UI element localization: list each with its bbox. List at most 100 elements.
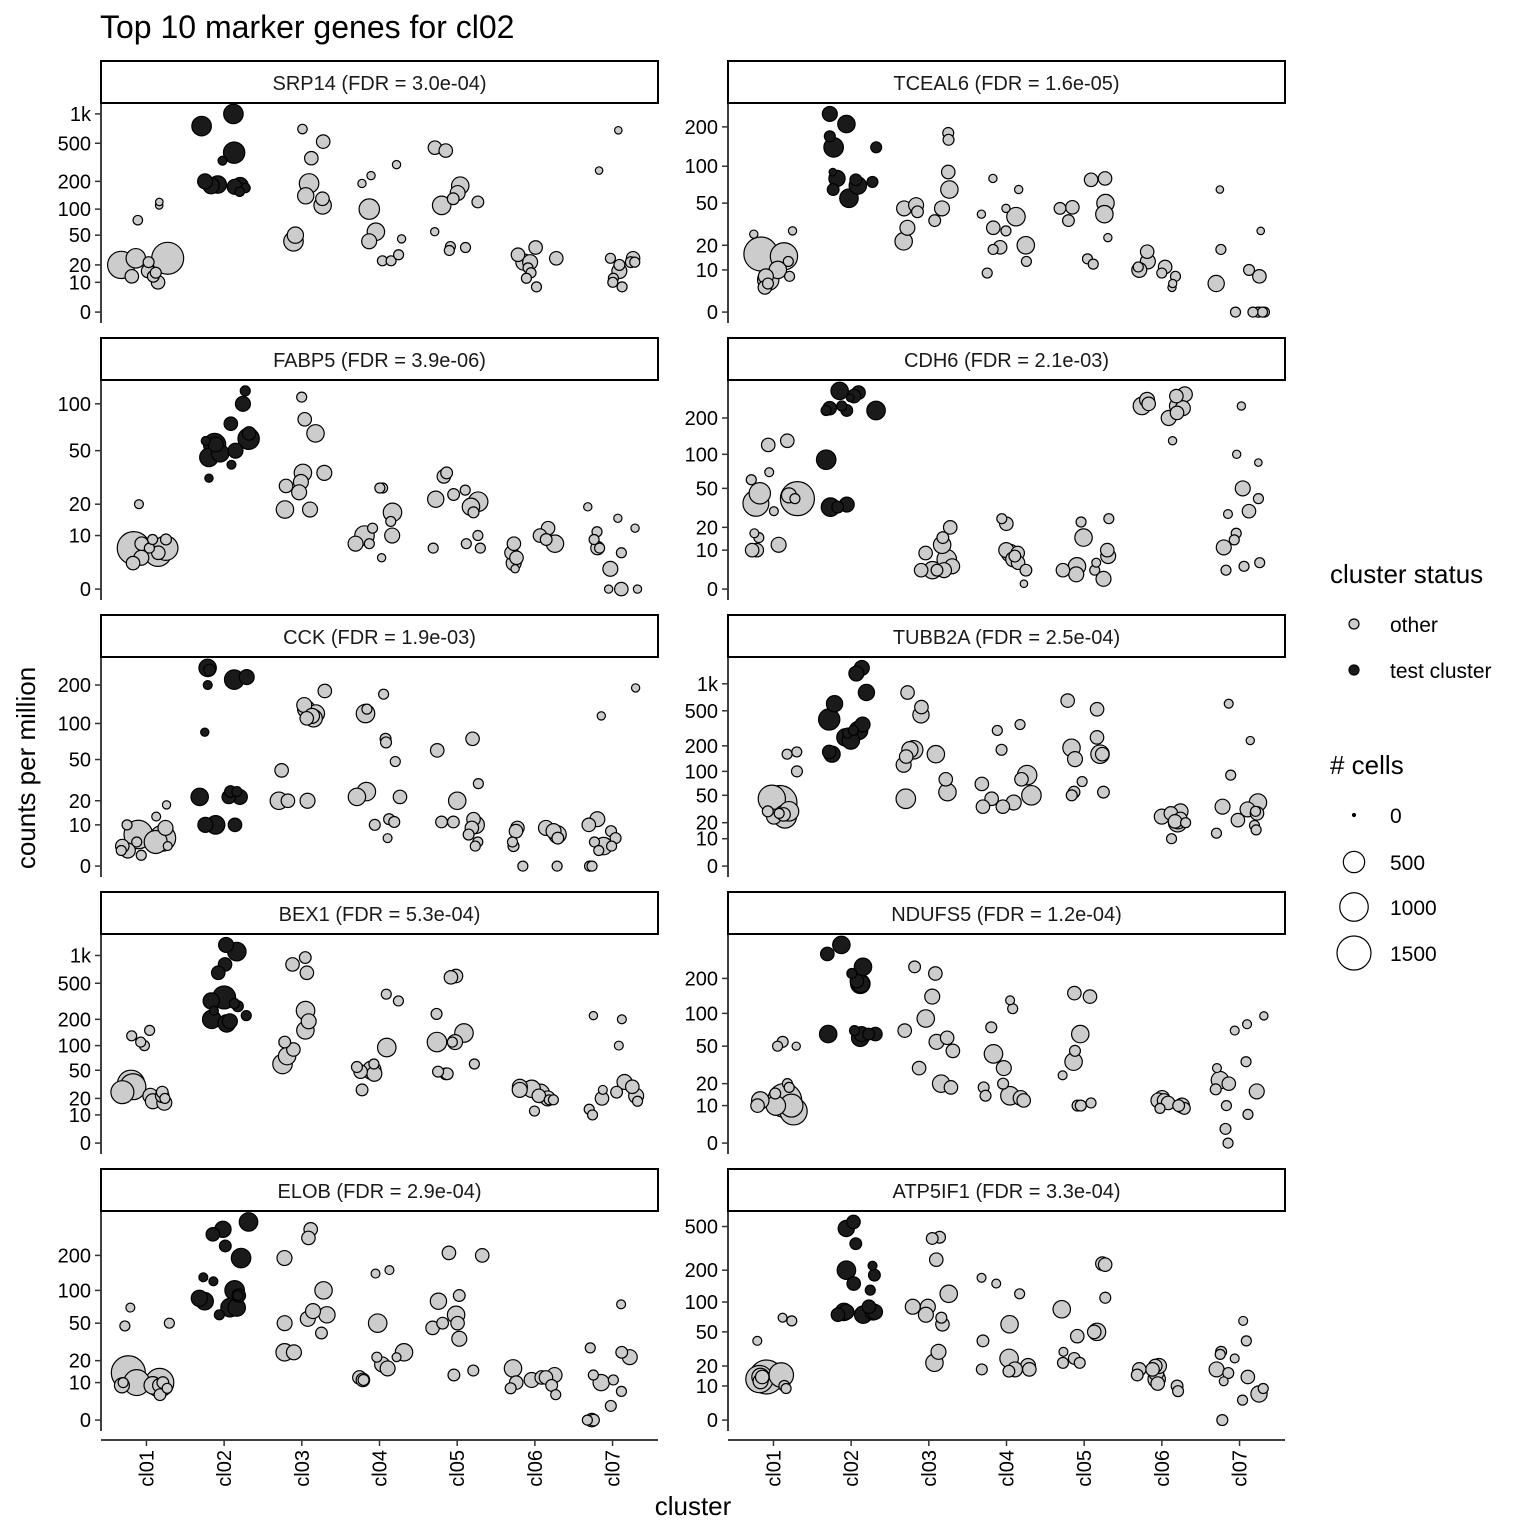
data-point-cl02 bbox=[828, 167, 838, 177]
data-point-cl06 bbox=[1180, 817, 1192, 829]
data-point-cl07 bbox=[613, 513, 623, 524]
data-point-cl07 bbox=[1223, 698, 1234, 709]
data-point-cl05 bbox=[1074, 528, 1093, 547]
data-point-cl07 bbox=[610, 1085, 624, 1099]
data-point-cl01 bbox=[783, 1081, 795, 1093]
data-point-cl01 bbox=[131, 836, 143, 848]
data-point-cl02 bbox=[836, 1260, 857, 1281]
data-point-cl02 bbox=[230, 1247, 252, 1269]
data-point-cl06 bbox=[528, 240, 543, 255]
data-point-cl07 bbox=[1214, 1348, 1226, 1360]
y-tick-label: 20 bbox=[696, 813, 718, 835]
data-point-cl02 bbox=[226, 459, 237, 470]
data-point-cl04 bbox=[987, 243, 999, 256]
y-tick-label: 50 bbox=[696, 785, 718, 807]
data-point-cl02 bbox=[200, 435, 211, 447]
data-point-cl01 bbox=[783, 270, 796, 282]
data-point-cl02 bbox=[831, 500, 845, 514]
data-point-cl07 bbox=[1252, 493, 1265, 505]
data-point-cl07 bbox=[1208, 1361, 1225, 1378]
data-point-cl07 bbox=[1234, 480, 1251, 497]
data-point-cl06 bbox=[511, 1081, 528, 1098]
data-point-cl06 bbox=[503, 1359, 523, 1378]
data-point-cl04 bbox=[983, 1044, 1004, 1064]
data-point-cl02 bbox=[210, 965, 226, 981]
x-tick-label: cl06 bbox=[525, 1450, 547, 1487]
data-point-cl01 bbox=[157, 819, 174, 836]
data-point-cl02 bbox=[241, 426, 257, 441]
data-point-cl06 bbox=[551, 860, 563, 872]
data-point-cl05 bbox=[465, 731, 480, 747]
data-point-cl03 bbox=[918, 545, 933, 561]
data-point-cl07 bbox=[588, 1010, 599, 1021]
data-point-cl04 bbox=[979, 1089, 992, 1102]
data-point-cl02 bbox=[217, 936, 235, 953]
data-point-cl02 bbox=[846, 1276, 862, 1291]
data-point-cl04 bbox=[366, 170, 376, 181]
data-point-cl02 bbox=[205, 1226, 221, 1242]
data-point-cl02 bbox=[221, 1013, 238, 1030]
data-point-cl05 bbox=[459, 241, 472, 254]
data-point-cl05 bbox=[429, 1292, 448, 1310]
data-point-cl02 bbox=[218, 1239, 232, 1253]
data-point-cl03 bbox=[940, 164, 956, 180]
data-point-cl06 bbox=[509, 550, 524, 566]
data-point-cl07 bbox=[1219, 1122, 1232, 1135]
data-point-cl06 bbox=[1167, 814, 1183, 829]
data-point-cl04 bbox=[1021, 784, 1042, 806]
data-point-cl01 bbox=[125, 555, 141, 571]
data-point-cl01 bbox=[777, 1312, 788, 1323]
data-point-cl03 bbox=[928, 1252, 944, 1268]
y-tick-label: 50 bbox=[69, 1060, 91, 1082]
data-point-cl07 bbox=[624, 1079, 640, 1095]
data-point-cl01 bbox=[163, 1317, 175, 1329]
data-point-cl07 bbox=[630, 523, 640, 533]
data-point-cl04 bbox=[361, 233, 378, 250]
data-point-cl07 bbox=[1250, 824, 1262, 836]
facet-panel: TCEAL6 (FDR = 1.6e-05) 0 10 20 50 100 200 bbox=[685, 60, 1286, 324]
data-point-cl06 bbox=[547, 1094, 559, 1106]
y-tick-label: 20 bbox=[69, 1088, 91, 1110]
data-point-cl05 bbox=[447, 488, 461, 502]
data-point-cl06 bbox=[520, 272, 533, 284]
data-point-cl01 bbox=[761, 805, 774, 818]
data-point-cl04 bbox=[384, 527, 401, 544]
facet-strip-label: TCEAL6 (FDR = 1.6e-05) bbox=[893, 73, 1119, 95]
data-point-cl04 bbox=[363, 538, 375, 550]
data-point-cl05 bbox=[1069, 1328, 1085, 1344]
data-point-cl07 bbox=[1210, 827, 1223, 839]
data-point-cl07 bbox=[588, 533, 600, 546]
data-point-cl03 bbox=[928, 214, 942, 228]
y-tick-label: 10 bbox=[69, 526, 91, 548]
data-point-cl05 bbox=[459, 484, 471, 496]
data-point-cl03 bbox=[276, 1249, 293, 1267]
data-point-cl04 bbox=[981, 267, 993, 279]
data-point-cl01 bbox=[790, 765, 804, 778]
data-point-cl03 bbox=[316, 464, 333, 481]
data-point-cl07 bbox=[1209, 1083, 1222, 1096]
data-point-cl02 bbox=[848, 1025, 861, 1037]
data-point-cl03 bbox=[297, 411, 313, 427]
data-point-cl07 bbox=[602, 560, 619, 577]
facet-strip bbox=[100, 60, 659, 104]
y-tick-label: 100 bbox=[58, 1280, 91, 1302]
data-point-cl05 bbox=[1070, 1024, 1090, 1044]
data-point-cl05 bbox=[1094, 746, 1110, 762]
data-point-cl05 bbox=[1087, 258, 1099, 270]
data-point-cl02 bbox=[228, 997, 240, 1010]
data-point-cl02 bbox=[223, 103, 244, 125]
y-tick-label: 50 bbox=[69, 441, 91, 463]
data-point-cl06 bbox=[517, 860, 529, 872]
data-point-cl07 bbox=[632, 584, 643, 594]
data-point-cl05 bbox=[1056, 1356, 1070, 1369]
data-point-cl01 bbox=[748, 482, 772, 505]
y-tick-label: 1k bbox=[70, 945, 92, 967]
data-point-cl07 bbox=[615, 1385, 628, 1397]
data-point-cl07 bbox=[631, 1095, 644, 1107]
data-point-cl02 bbox=[830, 381, 849, 401]
data-point-cl01 bbox=[135, 1036, 147, 1048]
data-point-cl05 bbox=[1074, 1099, 1087, 1112]
data-point-cl07 bbox=[629, 256, 641, 268]
data-point-cl05 bbox=[427, 542, 439, 554]
facet-strip bbox=[727, 614, 1286, 658]
